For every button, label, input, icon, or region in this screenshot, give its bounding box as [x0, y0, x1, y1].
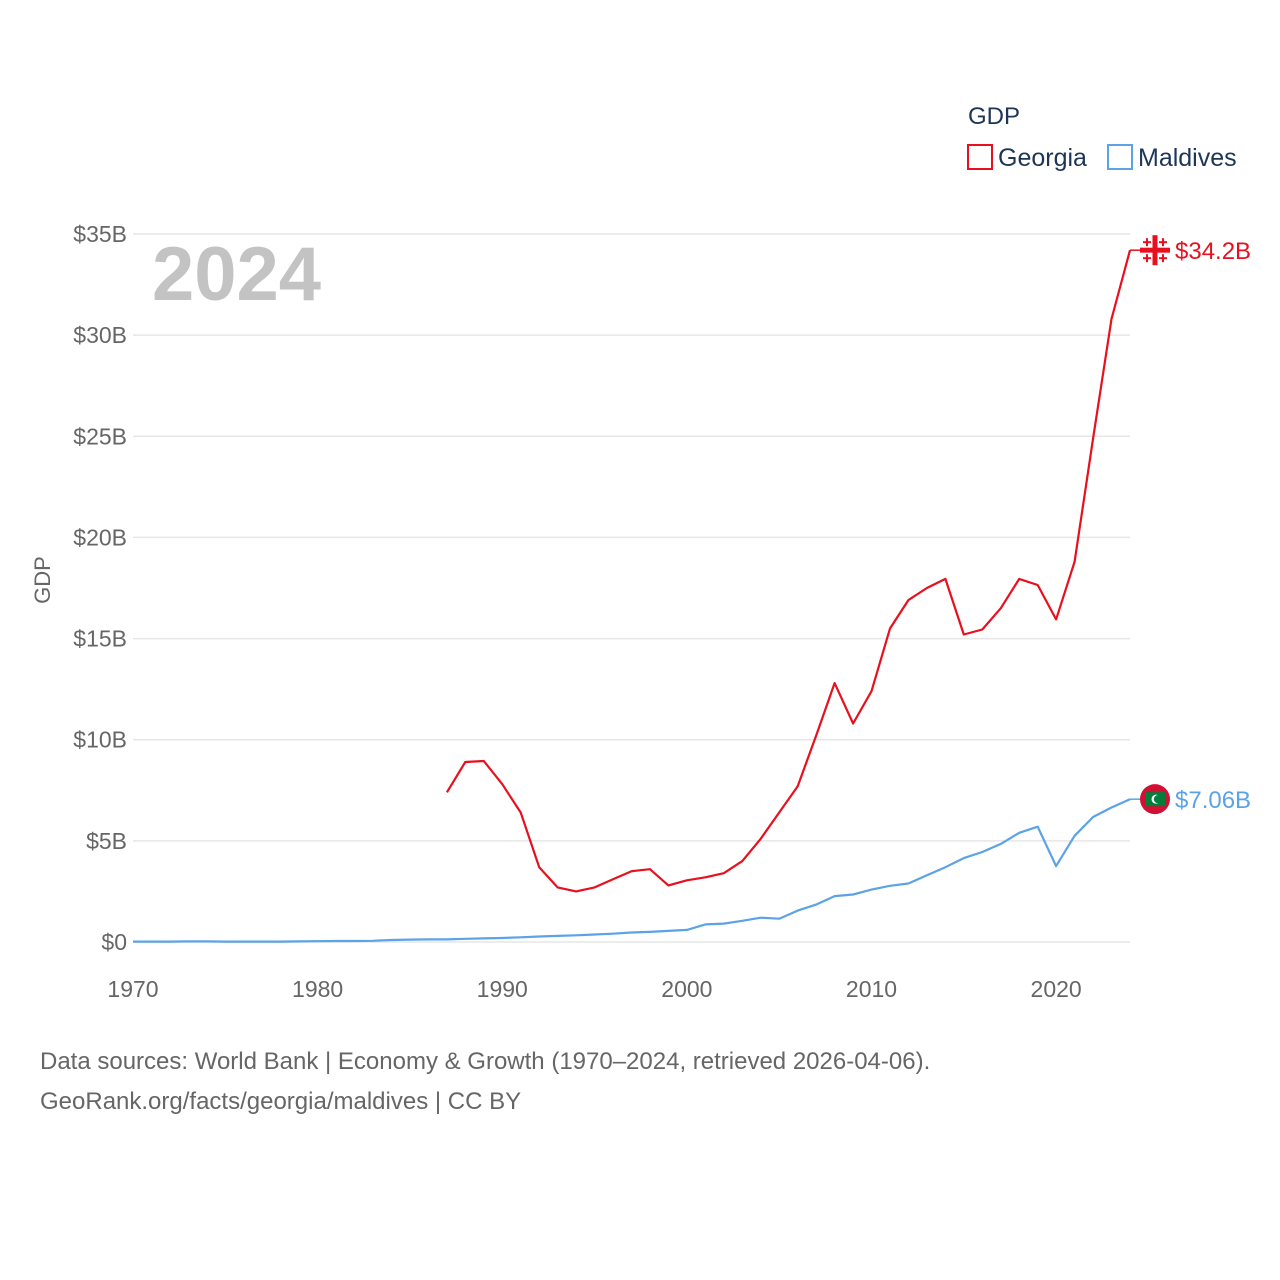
footer: Data sources: World Bank | Economy & Gro…	[40, 1042, 930, 1122]
x-tick-label: 2000	[661, 976, 712, 1002]
legend-swatch-georgia	[967, 144, 993, 170]
legend: GDP Georgia Maldives	[967, 103, 1237, 172]
legend-title: GDP	[968, 103, 1020, 130]
legend-label-georgia: Georgia	[998, 144, 1087, 172]
maldives-flag-icon	[1140, 784, 1170, 815]
end-labels: $34.2B $7.06B	[1130, 235, 1251, 815]
y-tick-label: $10B	[73, 727, 127, 753]
y-tick-label: $35B	[73, 221, 127, 247]
y-tick-label: $20B	[73, 524, 127, 550]
georgia-flag-icon	[1140, 235, 1170, 266]
series-lines	[133, 249, 1132, 943]
end-label-maldives: $7.06B	[1175, 787, 1251, 814]
y-tick-label: $0	[101, 929, 127, 955]
end-label-georgia: $34.2B	[1175, 238, 1251, 265]
x-axis-ticks: 1970 1980 1990 2000 2010 2020	[107, 976, 1081, 1002]
y-axis-ticks: $0 $5B $10B $15B $20B $25B $30B $35B	[73, 221, 127, 955]
year-label: 2024	[152, 232, 321, 317]
y-tick-label: $30B	[73, 322, 127, 348]
x-tick-label: 2010	[846, 976, 897, 1002]
x-tick-label: 1990	[477, 976, 528, 1002]
x-tick-label: 1980	[292, 976, 343, 1002]
x-tick-label: 2020	[1031, 976, 1082, 1002]
series-line-maldives	[133, 798, 1131, 943]
gdp-line-chart: $0$5B$10B$15B$20B$25B$30B$35B 1970 1980 19…	[30, 103, 1251, 1002]
y-tick-label: $5B	[86, 828, 127, 854]
footer-attribution: GeoRank.org/facts/georgia/maldives | CC …	[40, 1088, 522, 1115]
legend-swatch-maldives	[1107, 144, 1133, 170]
y-tick-label: $15B	[73, 626, 127, 652]
y-tick-label: $25B	[73, 423, 127, 449]
footer-sources: Data sources: World Bank | Economy & Gro…	[40, 1048, 931, 1075]
legend-label-maldives: Maldives	[1138, 144, 1237, 172]
legend-item-maldives[interactable]: Maldives	[1107, 144, 1237, 172]
series-line-georgia	[445, 249, 1132, 893]
grid-lines	[133, 233, 1130, 943]
x-tick-label: 1970	[107, 976, 158, 1002]
legend-item-georgia[interactable]: Georgia	[967, 144, 1087, 172]
y-axis-title: GDP	[30, 556, 55, 604]
